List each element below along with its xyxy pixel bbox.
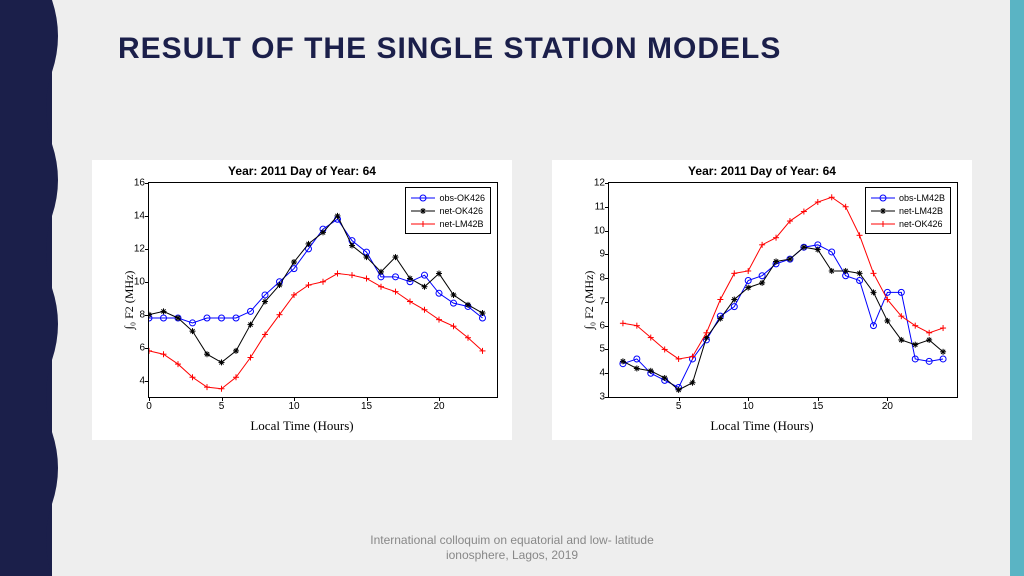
plot-area: 34567891011125101520obs-LM42Bnet-LM42Bne… <box>608 182 958 398</box>
y-axis-label: ∫₀ F2 (MHz) <box>582 271 597 330</box>
chart-title: Year: 2011 Day of Year: 64 <box>552 164 972 178</box>
footer-line: International colloquim on equatorial an… <box>370 533 654 547</box>
chart-left: Year: 2011 Day of Year: 64 ∫₀ F2 (MHz) L… <box>92 160 512 440</box>
chart-title: Year: 2011 Day of Year: 64 <box>92 164 512 178</box>
legend-item: net-OK426 <box>411 204 485 217</box>
legend-label: obs-LM42B <box>899 193 945 203</box>
plot-area: 4681012141605101520obs-OK426net-OK426net… <box>148 182 498 398</box>
footer-line: ionosphere, Lagos, 2019 <box>446 548 578 562</box>
x-axis-label: Local Time (Hours) <box>92 418 512 434</box>
legend-item: net-LM42B <box>411 217 485 230</box>
charts-row: Year: 2011 Day of Year: 64 ∫₀ F2 (MHz) L… <box>70 160 994 440</box>
x-axis-label: Local Time (Hours) <box>552 418 972 434</box>
legend: obs-OK426 net-OK426 net-LM42B <box>405 187 491 234</box>
legend-item: net-LM42B <box>871 204 945 217</box>
legend-label: obs-OK426 <box>439 193 485 203</box>
legend-label: net-OK426 <box>899 219 943 229</box>
right-teal-border <box>1010 0 1024 576</box>
legend-label: net-OK426 <box>439 206 483 216</box>
footer-text: International colloquim on equatorial an… <box>0 533 1024 564</box>
legend-item: net-OK426 <box>871 217 945 230</box>
legend-item: obs-LM42B <box>871 191 945 204</box>
left-scallop-border <box>0 0 52 576</box>
legend-label: net-LM42B <box>439 219 483 229</box>
legend-label: net-LM42B <box>899 206 943 216</box>
page-title: RESULT OF THE SINGLE STATION MODELS <box>118 32 781 66</box>
legend: obs-LM42B net-LM42B net-OK426 <box>865 187 951 234</box>
chart-right: Year: 2011 Day of Year: 64 ∫₀ F2 (MHz) L… <box>552 160 972 440</box>
legend-item: obs-OK426 <box>411 191 485 204</box>
